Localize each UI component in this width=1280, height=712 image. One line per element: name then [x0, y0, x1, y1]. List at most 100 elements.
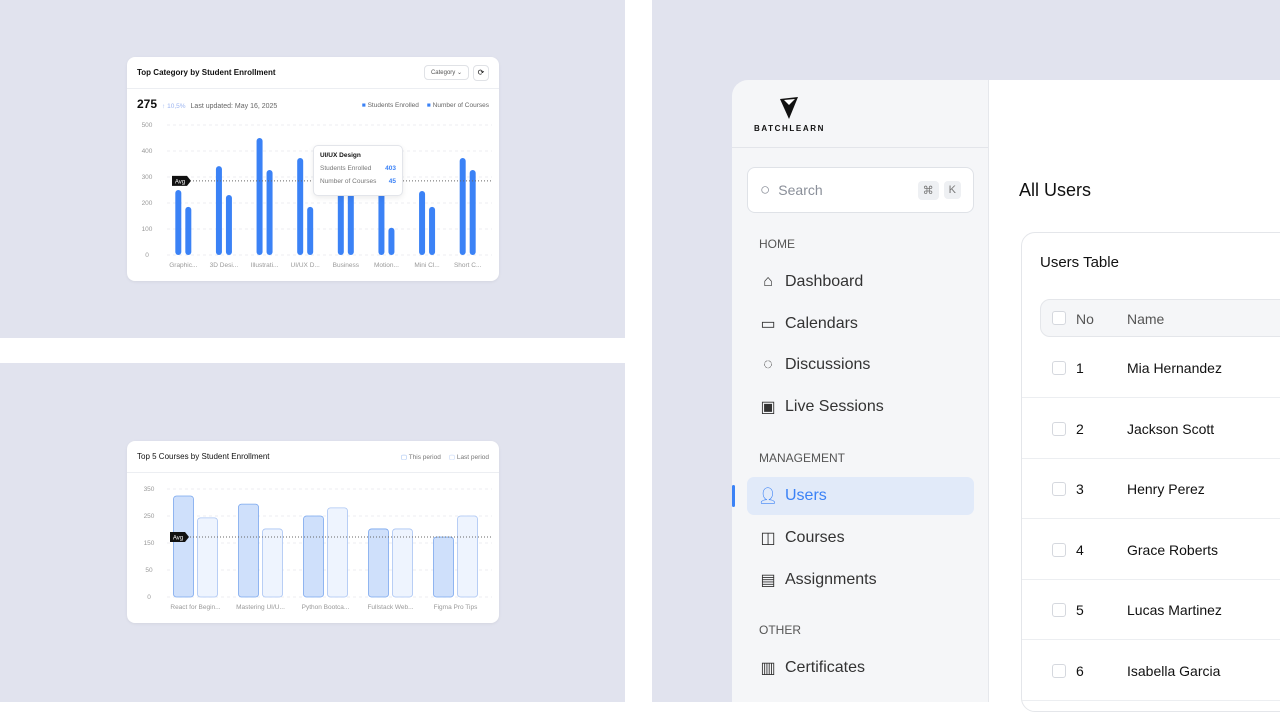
- book-icon: ◫: [760, 530, 776, 547]
- bar-courses: [388, 227, 395, 255]
- page-title: All Users: [1019, 180, 1092, 200]
- table-row[interactable]: 6 Isabella Garcia: [1022, 641, 1280, 701]
- video-icon: ▣: [760, 399, 776, 416]
- x-tick-label: Short C...: [454, 262, 482, 269]
- row-checkbox[interactable]: [1052, 482, 1066, 496]
- row-number: 3: [1076, 481, 1084, 497]
- active-indicator: [732, 485, 735, 507]
- legend-swatch: ▢: [448, 453, 456, 461]
- bar-courses: [469, 169, 476, 255]
- row-checkbox[interactable]: [1052, 603, 1066, 617]
- tooltip-value: 403: [385, 165, 396, 172]
- row-name: Mia Hernandez: [1127, 360, 1222, 376]
- bar-last-period: [262, 528, 283, 598]
- avg-label: Avg: [173, 536, 183, 542]
- card-header: Top Category by Student Enrollment Categ…: [127, 57, 499, 89]
- users-table-card: Users Table No Name 1 Mia Hernandez 2 Ja…: [1021, 232, 1280, 712]
- sidebar-item-label: Certificates: [785, 659, 866, 676]
- table-row[interactable]: 3 Henry Perez: [1022, 459, 1280, 519]
- section-label-other: OTHER: [759, 623, 801, 637]
- table-row[interactable]: 5 Lucas Martinez: [1022, 580, 1280, 640]
- bar-last-period: [197, 517, 218, 598]
- legend-swatch: ▢: [400, 453, 407, 461]
- sidebar-item-live-sessions[interactable]: ▣ Live Sessions: [747, 388, 974, 426]
- x-tick-label: Figma Pro Tips: [434, 604, 478, 611]
- x-tick-label: Motion...: [374, 262, 399, 269]
- table-header: No Name: [1040, 299, 1280, 337]
- legend-label: Students Enrolled: [367, 102, 419, 109]
- sidebar-item-assignments[interactable]: ▤ Assignments: [747, 561, 974, 599]
- chart-tooltip: UI/UX Design Students Enrolled 403 Number…: [313, 145, 403, 196]
- bar-last-period: [392, 528, 413, 598]
- chart-title: Top Category by Student Enrollment: [137, 68, 276, 77]
- row-checkbox[interactable]: [1052, 361, 1066, 375]
- section-label-management: MANAGEMENT: [759, 451, 846, 465]
- bar-students: [337, 177, 344, 255]
- shortcut-key: K: [943, 181, 961, 199]
- summary: 275 ↑ 10,5% Last updated: May 16, 2025: [137, 97, 277, 111]
- bar-courses: [225, 194, 232, 255]
- y-tick-label: 350: [144, 486, 155, 493]
- sidebar-item-users[interactable]: 👤︎ Users: [747, 477, 974, 515]
- tooltip-label: Number of Courses: [320, 178, 377, 185]
- y-tick-label: 400: [142, 148, 153, 155]
- courses-chart-card: 0 50 150 250 350 React for Begin... Mastering …: [127, 441, 499, 623]
- legend-item: ▢ Last period: [449, 453, 489, 461]
- home-icon: ⌂: [763, 273, 773, 290]
- main-content: All Users Users Table No Name 1 Mia Hern…: [989, 80, 1280, 712]
- chart-title: Top 5 Courses by Student Enrollment: [137, 452, 270, 461]
- table-row[interactable]: 1 Mia Hernandez: [1022, 338, 1280, 398]
- row-number: 4: [1076, 541, 1084, 558]
- sidebar-item-label: Courses: [785, 529, 845, 546]
- x-tick-label: Business: [333, 262, 360, 269]
- bar-students: [297, 158, 304, 255]
- x-tick-label: Illustrati...: [251, 262, 279, 269]
- row-checkbox[interactable]: [1052, 542, 1066, 557]
- refresh-icon[interactable]: ⟳: [473, 64, 489, 81]
- row-name: Grace Roberts: [1127, 541, 1219, 558]
- category-dropdown[interactable]: Category ⌄: [423, 65, 469, 80]
- legend-swatch: ■: [361, 102, 366, 109]
- sidebar-item-dashboard[interactable]: ⌂ Dashboard: [747, 263, 974, 301]
- sidebar-item-label: Discussions: [785, 356, 871, 373]
- row-checkbox[interactable]: [1052, 663, 1066, 678]
- sidebar-item-label: Calendars: [785, 315, 858, 332]
- x-tick-label: Graphic...: [169, 262, 197, 269]
- chat-icon: ◌: [763, 356, 773, 373]
- sidebar-item-courses[interactable]: ◫ Courses: [747, 519, 974, 557]
- bar-last-period: [327, 507, 348, 598]
- bar-this-period: [303, 515, 324, 598]
- sidebar-item-calendars[interactable]: ▭ Calendars: [747, 305, 974, 343]
- tooltip-value: 45: [388, 178, 396, 185]
- courses-chart: 0 50 150 250 350 React for Begin... Mastering …: [144, 486, 492, 611]
- sidebar-item-label: Users: [785, 487, 827, 504]
- tooltip-label: Students Enrolled: [320, 165, 372, 172]
- category-chart-card: 0 100 200 300 400 500 Graphic... 3D Desi... Illu…: [127, 57, 499, 281]
- brand-logo[interactable]: BATCHLEARN: [732, 80, 988, 148]
- search-input[interactable]: ○ Search ⌘ K: [747, 167, 974, 213]
- row-name: Isabella Garcia: [1127, 662, 1221, 679]
- table-row[interactable]: 4 Grace Roberts: [1022, 520, 1280, 580]
- table-row[interactable]: 2 Jackson Scott: [1022, 399, 1280, 459]
- certificate-icon: ▥: [760, 660, 776, 677]
- legend: ■ Students Enrolled ■ Number of Courses: [362, 102, 489, 109]
- y-tick-label: 0: [147, 594, 151, 601]
- legend-item: ■ Students Enrolled: [362, 102, 419, 109]
- x-tick-label: 3D Desi...: [210, 262, 239, 269]
- change-badge: ↑ 10,5%: [162, 103, 186, 110]
- sidebar-item-label: Dashboard: [785, 273, 864, 290]
- sidebar-item-discussions[interactable]: ◌ Discussions: [747, 346, 974, 384]
- y-tick-label: 50: [145, 567, 153, 574]
- select-all-checkbox[interactable]: [1052, 311, 1066, 325]
- summary-value: 275: [137, 97, 158, 111]
- legend-label: This period: [408, 453, 441, 461]
- column-header-name: Name: [1127, 311, 1165, 327]
- row-checkbox[interactable]: [1052, 421, 1066, 436]
- sidebar-item-label: Live Sessions: [785, 398, 884, 415]
- calendar-icon: ▭: [760, 316, 776, 333]
- sidebar-item-certificates[interactable]: ▥ Certificates: [747, 649, 974, 687]
- dropdown-label: Category: [430, 70, 456, 76]
- tooltip-title: UI/UX Design: [320, 152, 361, 159]
- avg-badge: [170, 532, 189, 543]
- bar-courses: [347, 180, 354, 255]
